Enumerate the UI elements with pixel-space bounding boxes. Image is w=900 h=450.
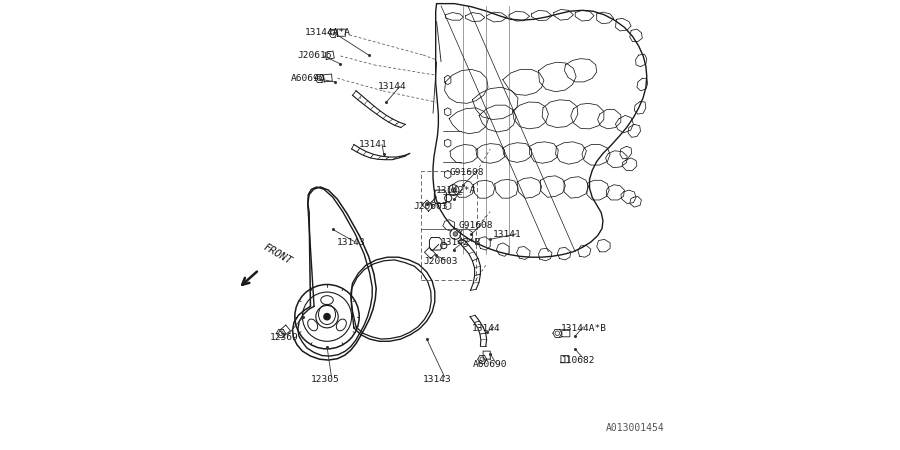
Text: 13141: 13141	[492, 230, 521, 239]
Text: J20603: J20603	[413, 202, 448, 211]
Text: 12369: 12369	[270, 333, 299, 342]
Text: 13144: 13144	[472, 324, 500, 333]
Text: 13143: 13143	[338, 238, 366, 248]
Circle shape	[451, 188, 455, 192]
Text: FRONT: FRONT	[261, 242, 293, 266]
Text: J20616: J20616	[298, 51, 332, 60]
Text: 12305: 12305	[310, 375, 339, 384]
Text: G91608: G91608	[449, 168, 483, 177]
Text: 13141: 13141	[358, 140, 387, 149]
Text: J10682: J10682	[561, 356, 596, 364]
Text: A60690: A60690	[473, 360, 508, 369]
Text: 13144A*A: 13144A*A	[305, 28, 351, 37]
Text: G91608: G91608	[459, 221, 493, 230]
Text: 13144: 13144	[377, 82, 406, 91]
Text: 13142*A: 13142*A	[436, 185, 476, 194]
Text: 13142*B: 13142*B	[441, 238, 482, 248]
Circle shape	[453, 232, 457, 236]
Text: A013001454: A013001454	[606, 423, 665, 433]
Text: 13144A*B: 13144A*B	[561, 324, 607, 333]
Text: 13143: 13143	[423, 375, 452, 384]
Text: A60690: A60690	[292, 74, 326, 83]
Circle shape	[324, 314, 330, 320]
Text: J20603: J20603	[423, 257, 458, 266]
